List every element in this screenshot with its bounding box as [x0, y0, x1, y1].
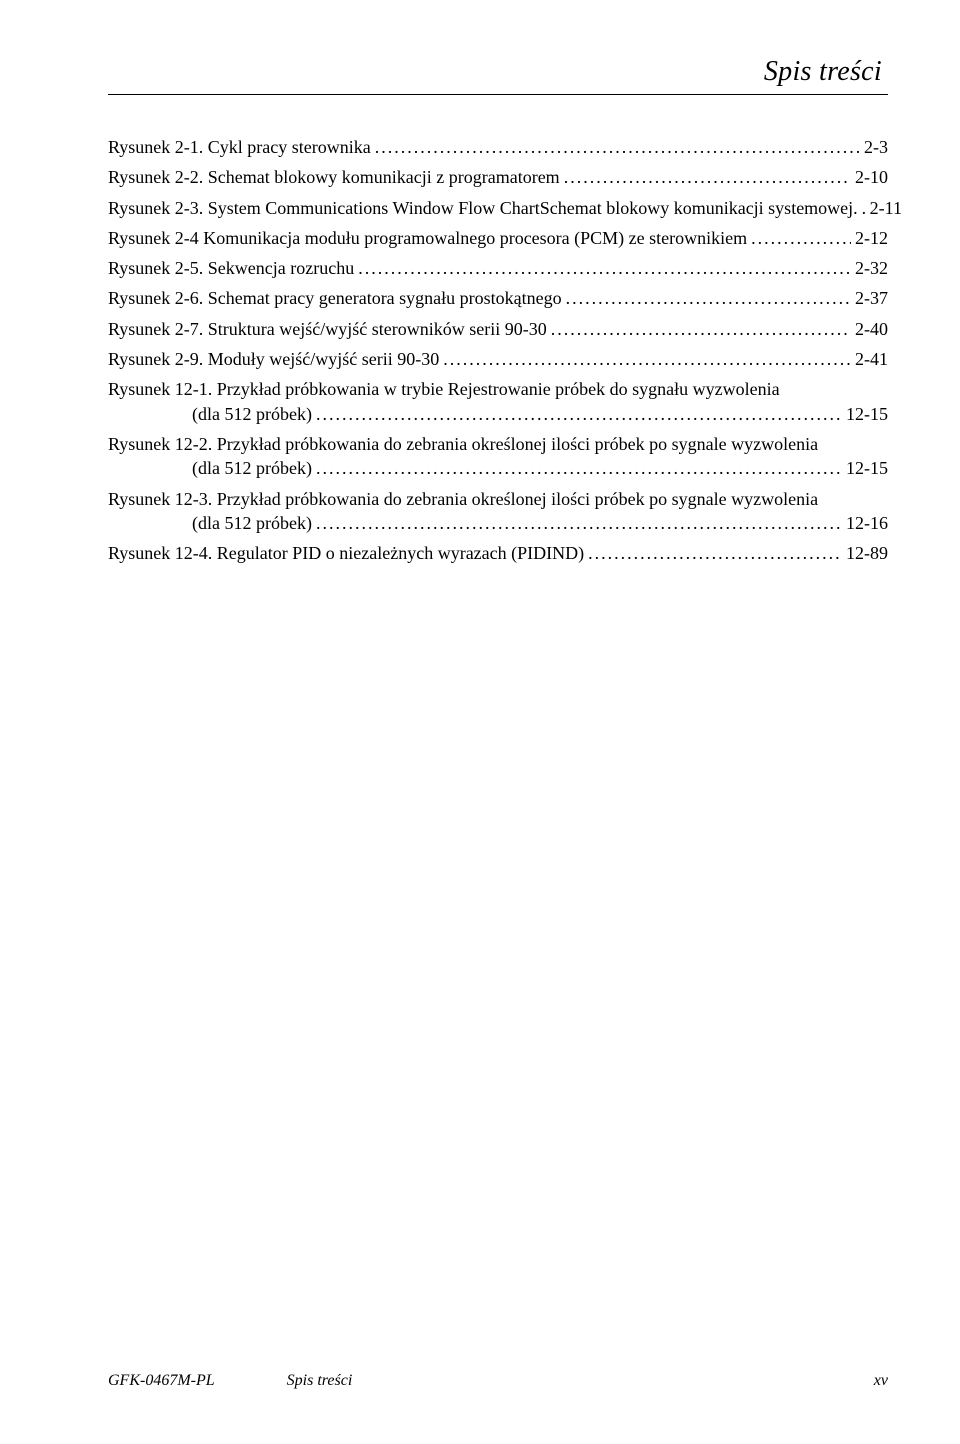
toc-entry: Rysunek 12-3. Przykład próbkowania do ze… — [108, 487, 888, 536]
toc-entry-text: Rysunek 2-5. Sekwencja rozruchu — [108, 256, 354, 280]
toc-entry-text: Rysunek 12-2. Przykład próbkowania do ze… — [108, 432, 818, 456]
toc-entry: Rysunek 2-2. Schemat blokowy komunikacji… — [108, 165, 888, 189]
toc-entry-subrow: (dla 512 próbek) 12-15 — [108, 456, 888, 480]
toc-entry-row: Rysunek 2-9. Moduły wejść/wyjść serii 90… — [108, 347, 888, 371]
page-footer: GFK-0467M-PL Spis treści xv — [108, 1372, 888, 1390]
toc-entry-page: 2-10 — [851, 165, 888, 189]
toc-entry-page: 2-11 — [866, 196, 902, 220]
toc-leader — [312, 456, 842, 480]
toc-entry: Rysunek 2-4 Komunikacja modułu programow… — [108, 226, 888, 250]
toc-entry: Rysunek 2-1. Cykl pracy sterownika 2-3 — [108, 135, 888, 159]
toc-entry-text: Rysunek 2-6. Schemat pracy generatora sy… — [108, 286, 562, 310]
toc-entry-page: 2-40 — [851, 317, 888, 341]
toc-entry-text: Rysunek 12-3. Przykład próbkowania do ze… — [108, 487, 818, 511]
toc-entry-row: Rysunek 2-5. Sekwencja rozruchu 2-32 — [108, 256, 888, 280]
footer-spacer — [352, 1372, 874, 1390]
toc-entry-row: Rysunek 12-3. Przykład próbkowania do ze… — [108, 487, 888, 511]
toc-leader — [547, 317, 851, 341]
toc-entry-text: Rysunek 12-1. Przykład próbkowania w try… — [108, 377, 780, 401]
toc-entry-row: Rysunek 2-1. Cykl pracy sterownika 2-3 — [108, 135, 888, 159]
toc-entry: Rysunek 2-6. Schemat pracy generatora sy… — [108, 286, 888, 310]
footer-section: Spis treści — [215, 1372, 353, 1390]
toc-entry-text: Rysunek 2-3. System Communications Windo… — [108, 196, 858, 220]
toc-entry-page: 12-15 — [842, 402, 888, 426]
toc-entry-row: Rysunek 2-7. Struktura wejść/wyjść stero… — [108, 317, 888, 341]
toc-entry-subrow: (dla 512 próbek) 12-15 — [108, 402, 888, 426]
toc-entry-subtext: (dla 512 próbek) — [108, 456, 312, 480]
toc-entry-page: 12-15 — [842, 456, 888, 480]
page: Spis treści Rysunek 2-1. Cykl pracy ster… — [0, 0, 960, 1444]
toc-entry-text: Rysunek 2-1. Cykl pracy sterownika — [108, 135, 371, 159]
toc-entry-row: Rysunek 12-2. Przykład próbkowania do ze… — [108, 432, 888, 456]
toc-entry: Rysunek 12-4. Regulator PID o niezależny… — [108, 541, 888, 565]
page-header-title: Spis treści — [108, 56, 888, 88]
toc-entry-row: Rysunek 12-1. Przykład próbkowania w try… — [108, 377, 888, 401]
list-of-figures: Rysunek 2-1. Cykl pracy sterownika2-3Rys… — [108, 135, 888, 565]
toc-entry-row: Rysunek 2-3. System Communications Windo… — [108, 196, 888, 220]
toc-entry-row: Rysunek 12-4. Regulator PID o niezależny… — [108, 541, 888, 565]
footer-page-number: xv — [874, 1372, 888, 1390]
toc-leader — [858, 196, 866, 220]
toc-leader — [439, 347, 851, 371]
toc-entry-row: Rysunek 2-4 Komunikacja modułu programow… — [108, 226, 888, 250]
toc-entry-text: Rysunek 2-9. Moduły wejść/wyjść serii 90… — [108, 347, 439, 371]
toc-entry-text: Rysunek 2-2. Schemat blokowy komunikacji… — [108, 165, 560, 189]
header-rule — [108, 94, 888, 95]
toc-leader — [312, 511, 842, 535]
toc-leader — [747, 226, 851, 250]
toc-entry-text: Rysunek 2-4 Komunikacja modułu programow… — [108, 226, 747, 250]
toc-leader — [562, 286, 851, 310]
toc-entry-page: 2-3 — [860, 135, 888, 159]
toc-entry: Rysunek 2-3. System Communications Windo… — [108, 196, 888, 220]
toc-leader — [312, 402, 842, 426]
toc-leader — [371, 135, 860, 159]
toc-entry: Rysunek 2-5. Sekwencja rozruchu 2-32 — [108, 256, 888, 280]
toc-entry-page: 2-12 — [851, 226, 888, 250]
toc-entry: Rysunek 2-7. Struktura wejść/wyjść stero… — [108, 317, 888, 341]
toc-leader — [584, 541, 842, 565]
toc-entry-page: 12-89 — [842, 541, 888, 565]
toc-entry: Rysunek 12-1. Przykład próbkowania w try… — [108, 377, 888, 426]
toc-entry-text: Rysunek 2-7. Struktura wejść/wyjść stero… — [108, 317, 547, 341]
toc-entry-row: Rysunek 2-6. Schemat pracy generatora sy… — [108, 286, 888, 310]
toc-entry-page: 12-16 — [842, 511, 888, 535]
toc-entry-page: 2-41 — [851, 347, 888, 371]
toc-leader — [560, 165, 851, 189]
toc-leader — [354, 256, 851, 280]
toc-entry-subtext: (dla 512 próbek) — [108, 402, 312, 426]
toc-entry-row: Rysunek 2-2. Schemat blokowy komunikacji… — [108, 165, 888, 189]
toc-entry-subtext: (dla 512 próbek) — [108, 511, 312, 535]
toc-entry-page: 2-32 — [851, 256, 888, 280]
toc-entry: Rysunek 12-2. Przykład próbkowania do ze… — [108, 432, 888, 481]
toc-entry-text: Rysunek 12-4. Regulator PID o niezależny… — [108, 541, 584, 565]
toc-entry-page: 2-37 — [851, 286, 888, 310]
toc-entry: Rysunek 2-9. Moduły wejść/wyjść serii 90… — [108, 347, 888, 371]
toc-entry-subrow: (dla 512 próbek) 12-16 — [108, 511, 888, 535]
footer-doc-id: GFK-0467M-PL — [108, 1372, 215, 1390]
